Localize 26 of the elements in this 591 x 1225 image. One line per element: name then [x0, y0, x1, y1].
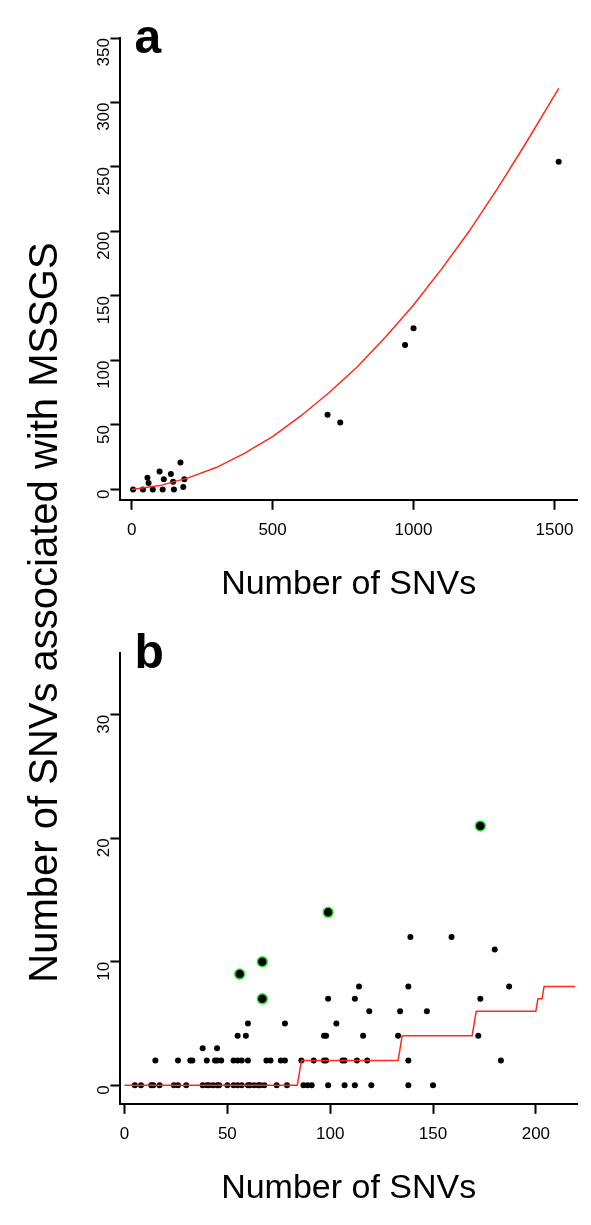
y-axis-title: Number of SNVs associated with MSSGS — [20, 242, 66, 983]
y-tick-label: 10 — [94, 961, 114, 981]
x-axis-title: Number of SNVs — [221, 1166, 477, 1205]
y-tick-label: 250 — [94, 166, 114, 196]
x-axis-title: Number of SNVs — [221, 562, 477, 601]
y-tick-label: 30 — [94, 714, 114, 734]
chart-title: b — [134, 625, 164, 679]
y-tick-label: 350 — [94, 38, 114, 67]
x-tick-label: 0 — [126, 519, 137, 539]
x-tick-label: 1000 — [394, 519, 433, 539]
x-tick-label: 50 — [217, 1123, 237, 1143]
x-tick-label: 200 — [521, 1123, 551, 1143]
x-tick-label: 100 — [316, 1123, 345, 1143]
y-tick-label: 100 — [94, 360, 114, 389]
chart-title: a — [134, 10, 162, 64]
x-tick-label: 1500 — [535, 519, 574, 539]
y-tick-label: 300 — [94, 102, 114, 131]
x-tick-label: 500 — [258, 519, 287, 539]
y-tick-label: 150 — [94, 295, 114, 325]
y-tick-label: 200 — [94, 231, 114, 260]
x-tick-label: 150 — [418, 1123, 448, 1143]
x-tick-label: 0 — [119, 1123, 130, 1143]
y-tick-label: 20 — [94, 838, 114, 858]
y-tick-label: 50 — [94, 424, 114, 444]
y-tick-label: 0 — [94, 489, 114, 499]
y-tick-label: 0 — [94, 1085, 114, 1095]
